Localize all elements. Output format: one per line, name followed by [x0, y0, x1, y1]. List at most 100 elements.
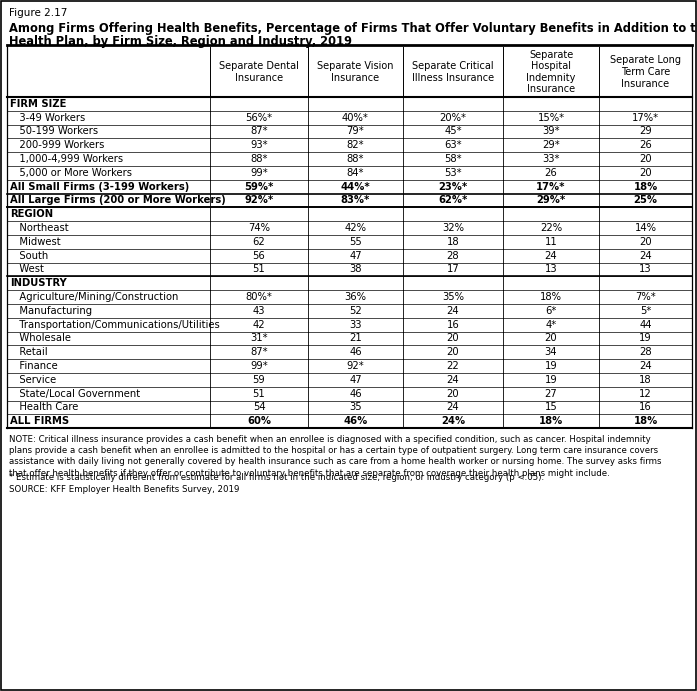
Text: 16: 16 — [447, 320, 459, 330]
Text: Midwest: Midwest — [10, 237, 61, 247]
Text: REGION: REGION — [10, 209, 53, 219]
Text: Health Plan, by Firm Size, Region and Industry, 2019: Health Plan, by Firm Size, Region and In… — [9, 35, 352, 48]
Text: Health Care: Health Care — [10, 402, 78, 413]
Text: 29%*: 29%* — [537, 196, 566, 205]
Text: 51: 51 — [252, 389, 266, 399]
Text: Retail: Retail — [10, 348, 47, 357]
Text: 56: 56 — [252, 251, 266, 261]
Text: 26: 26 — [639, 140, 652, 151]
Text: 60%: 60% — [247, 416, 271, 426]
Text: 18: 18 — [639, 375, 652, 385]
Text: Separate Dental
Insurance: Separate Dental Insurance — [219, 61, 299, 83]
Text: 47: 47 — [349, 251, 362, 261]
Text: Northeast: Northeast — [10, 223, 68, 233]
Text: Among Firms Offering Health Benefits, Percentage of Firms That Offer Voluntary B: Among Firms Offering Health Benefits, Pe… — [9, 22, 697, 35]
Text: 20: 20 — [447, 389, 459, 399]
Text: 22%: 22% — [540, 223, 562, 233]
Text: Manufacturing: Manufacturing — [10, 306, 92, 316]
Text: 17%*: 17%* — [536, 182, 566, 191]
Text: 38: 38 — [349, 265, 362, 274]
Text: 6*: 6* — [545, 306, 557, 316]
Text: 20: 20 — [447, 334, 459, 343]
Text: 1,000-4,999 Workers: 1,000-4,999 Workers — [10, 154, 123, 164]
Text: 24%: 24% — [441, 416, 465, 426]
Text: Separate Long
Term Care
Insurance: Separate Long Term Care Insurance — [610, 55, 681, 88]
Text: 7%*: 7%* — [635, 292, 656, 302]
Text: NOTE: Critical illness insurance provides a cash benefit when an enrollee is dia: NOTE: Critical illness insurance provide… — [9, 435, 661, 477]
Text: 5,000 or More Workers: 5,000 or More Workers — [10, 168, 132, 178]
Text: 42%: 42% — [344, 223, 367, 233]
Text: 56%*: 56%* — [245, 113, 273, 123]
Text: 55: 55 — [349, 237, 362, 247]
Text: 63*: 63* — [444, 140, 462, 151]
Text: 59%*: 59%* — [245, 182, 274, 191]
Text: 18%: 18% — [539, 416, 563, 426]
Text: 31*: 31* — [250, 334, 268, 343]
Text: 87*: 87* — [250, 126, 268, 137]
Text: 53*: 53* — [444, 168, 462, 178]
Text: 15%*: 15%* — [537, 113, 565, 123]
Text: 34: 34 — [545, 348, 557, 357]
Text: 93*: 93* — [250, 140, 268, 151]
Text: 74%: 74% — [248, 223, 270, 233]
Text: 35: 35 — [349, 402, 362, 413]
Text: 18%: 18% — [540, 292, 562, 302]
Text: 46: 46 — [349, 348, 362, 357]
Text: 58*: 58* — [444, 154, 462, 164]
Text: 45*: 45* — [444, 126, 462, 137]
Text: 20%*: 20%* — [440, 113, 466, 123]
Text: 17: 17 — [447, 265, 459, 274]
Text: 200-999 Workers: 200-999 Workers — [10, 140, 105, 151]
Text: 13: 13 — [639, 265, 652, 274]
Text: 33*: 33* — [542, 154, 560, 164]
Text: 84*: 84* — [346, 168, 365, 178]
Text: Wholesale: Wholesale — [10, 334, 71, 343]
Text: * Estimate is statistically different from estimate for all firms not in the ind: * Estimate is statistically different fr… — [9, 473, 544, 482]
Text: 92*: 92* — [346, 361, 365, 371]
Text: 88*: 88* — [250, 154, 268, 164]
Text: 99*: 99* — [250, 361, 268, 371]
Text: 27: 27 — [544, 389, 558, 399]
Text: 21: 21 — [349, 334, 362, 343]
Text: INDUSTRY: INDUSTRY — [10, 278, 67, 288]
Text: 19: 19 — [639, 334, 652, 343]
Text: Service: Service — [10, 375, 56, 385]
Text: 19: 19 — [544, 375, 558, 385]
Text: 20: 20 — [447, 348, 459, 357]
Text: Finance: Finance — [10, 361, 58, 371]
Text: 18: 18 — [447, 237, 459, 247]
Text: 28: 28 — [447, 251, 459, 261]
Text: 50-199 Workers: 50-199 Workers — [10, 126, 98, 137]
Text: 82*: 82* — [346, 140, 365, 151]
Text: 79*: 79* — [346, 126, 365, 137]
Text: Figure 2.17: Figure 2.17 — [9, 8, 68, 18]
Text: 13: 13 — [544, 265, 558, 274]
Text: 20: 20 — [544, 334, 558, 343]
Text: 24: 24 — [447, 402, 459, 413]
Text: 11: 11 — [544, 237, 558, 247]
Text: 25%: 25% — [634, 196, 657, 205]
Text: 44: 44 — [639, 320, 652, 330]
Text: 20: 20 — [639, 154, 652, 164]
Text: 36%: 36% — [344, 292, 367, 302]
Text: 15: 15 — [544, 402, 558, 413]
Text: 83%*: 83%* — [341, 196, 370, 205]
Text: 35%: 35% — [442, 292, 464, 302]
Text: Separate Critical
Illness Insurance: Separate Critical Illness Insurance — [412, 61, 494, 83]
Text: 46%: 46% — [344, 416, 367, 426]
Text: All Large Firms (200 or More Workers): All Large Firms (200 or More Workers) — [10, 196, 226, 205]
Text: 26: 26 — [544, 168, 558, 178]
Text: 29: 29 — [639, 126, 652, 137]
Text: 28: 28 — [639, 348, 652, 357]
Text: 92%*: 92%* — [245, 196, 274, 205]
Text: 51: 51 — [252, 265, 266, 274]
Text: 20: 20 — [639, 168, 652, 178]
Text: 43: 43 — [253, 306, 266, 316]
Text: 29*: 29* — [542, 140, 560, 151]
Text: 24: 24 — [639, 251, 652, 261]
Text: State/Local Government: State/Local Government — [10, 389, 140, 399]
Text: 19: 19 — [544, 361, 558, 371]
Text: 80%*: 80%* — [245, 292, 273, 302]
Text: 46: 46 — [349, 389, 362, 399]
Text: ALL FIRMS: ALL FIRMS — [10, 416, 69, 426]
